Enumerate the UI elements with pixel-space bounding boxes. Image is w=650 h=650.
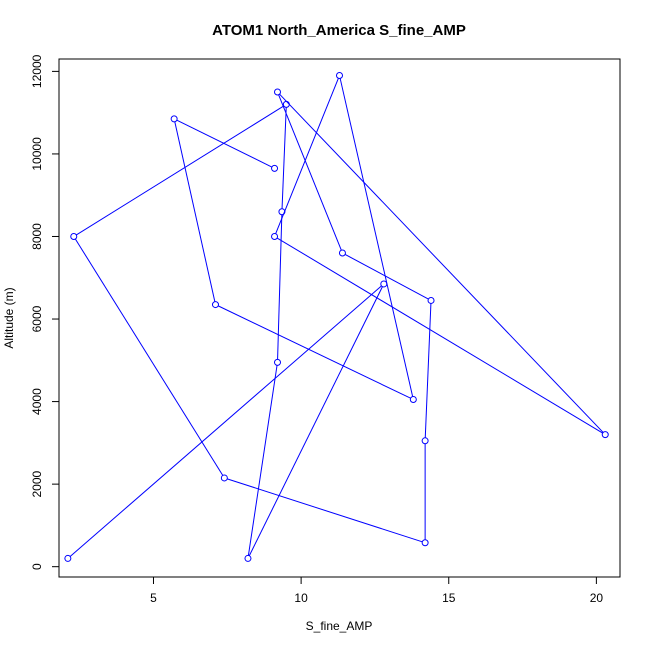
series-line-segment [217,305,411,399]
series-line-segment [281,107,287,209]
y-axis: 0 2000 4000 6000 8000 10000 12000 [30,54,60,570]
series-layer [64,72,609,562]
data-point [273,88,281,96]
chart-title: ATOM1 North_America S_fine_AMP [212,22,466,39]
x-axis: 5 10 15 20 [150,576,604,605]
series-line-segment [174,121,216,302]
x-tick-label: 5 [150,591,157,605]
data-point [601,431,609,439]
series-line-segment [278,94,342,251]
data-point [64,554,72,562]
data-point [271,164,279,172]
series-line-segment [339,78,414,397]
series-line-segment [227,478,423,543]
data-point [409,396,417,404]
data-point [338,249,346,257]
series-line-segment [76,105,285,236]
series-line-segment [275,78,339,234]
data-point [170,115,178,123]
series-line-segment [74,238,224,476]
series-line-segment [424,303,432,438]
x-axis-label: S_fine_AMP [306,619,373,633]
data-point [421,539,429,547]
data-point [273,358,281,366]
x-tick-label: 15 [442,591,456,605]
y-tick-label: 12000 [30,54,44,88]
y-tick-label: 4000 [30,388,44,415]
series-line-segment [176,119,273,168]
series-line-segment [247,365,278,556]
data-point [421,437,429,445]
data-point [70,232,78,240]
data-point [282,100,290,108]
data-point [380,280,388,288]
data-point [336,72,343,80]
data-point [271,232,279,240]
y-axis-label: Altitude (m) [2,287,16,348]
series-line-segment [277,214,283,360]
y-tick-label: 2000 [30,470,44,497]
series-line-segment [248,286,383,556]
data-point [220,474,228,482]
data-point [427,296,435,304]
data-point [278,208,286,216]
y-tick-label: 6000 [30,305,44,332]
data-point [244,554,252,562]
y-tick-label: 0 [30,563,44,570]
series-line-segment [279,93,604,433]
y-tick-label: 10000 [30,137,44,171]
x-tick-label: 10 [294,591,308,605]
x-tick-label: 20 [590,591,604,605]
plot-frame [58,58,621,578]
series-line-segment [344,253,429,300]
series-line-segment [69,285,382,557]
y-tick-label: 8000 [30,223,44,250]
data-point [211,301,219,309]
series-line-segment [276,237,603,434]
